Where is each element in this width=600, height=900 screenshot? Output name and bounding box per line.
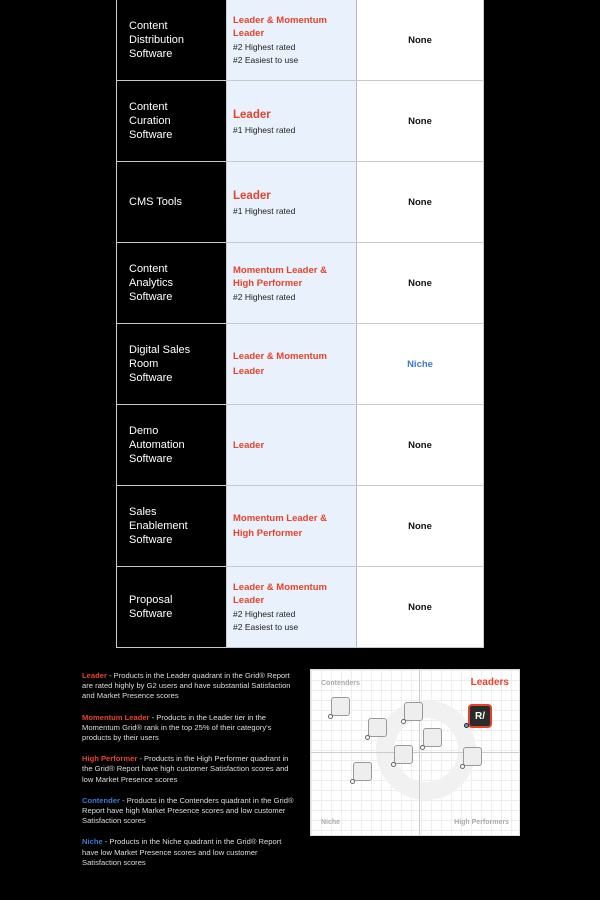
category-name: Proposal Software: [129, 594, 173, 620]
category-name: CMS Tools: [129, 196, 182, 208]
status-value: None: [408, 601, 432, 613]
category-name: Demo Automation Software: [129, 425, 185, 465]
product-logo: R/: [468, 704, 492, 728]
legend: Leader - Products in the Leader quadrant…: [82, 671, 297, 879]
leaders-label: Leaders: [470, 677, 509, 688]
legend-term: Contender: [82, 795, 120, 805]
legend-description: - Products in the Leader quadrant in the…: [82, 671, 291, 701]
rank-text: #2 Easiest to use: [233, 622, 299, 632]
table-row: Digital Sales Room Software Leader & Mom…: [117, 324, 483, 405]
status-value: None: [408, 196, 432, 208]
table-row: Content Curation Software Leader #1 Highe…: [117, 81, 483, 162]
product-marker: [394, 745, 413, 764]
status-value: None: [408, 520, 432, 532]
legend-description: - Products in the Niche quadrant in the …: [82, 837, 282, 867]
legend-item: Niche - Products in the Niche quadrant i…: [82, 837, 297, 868]
badge-label: Leader & Momentum Leader: [233, 351, 327, 377]
badges-table: Content Distribution Software Leader & M…: [116, 0, 484, 648]
badge-label: Momentum Leader & High Performer: [233, 513, 327, 539]
g2-grid-illustration: Contenders Leaders Niche High Performers…: [310, 669, 520, 836]
legend-item: Momentum Leader - Products in the Leader…: [82, 713, 297, 744]
product-marker: [331, 697, 350, 716]
category-name: Content Curation Software: [129, 101, 173, 141]
badge-label: Leader & Momentum Leader: [233, 582, 327, 606]
rank-text: #1 Highest rated: [233, 205, 296, 216]
niche-label: Niche: [321, 819, 341, 826]
high-performers-label: High Performers: [454, 819, 509, 826]
product-marker: [423, 728, 442, 747]
category-name: Content Distribution Software: [129, 20, 185, 60]
legend-term: High Performer: [82, 754, 138, 764]
status-value: Niche: [407, 358, 433, 370]
rank-text: #2 Highest rated: [233, 291, 296, 302]
rank-text: #2 Highest rated: [233, 609, 296, 619]
badge-label: Leader: [233, 439, 265, 451]
legend-item: High Performer - Products in the High Pe…: [82, 754, 297, 785]
legend-term: Leader: [82, 671, 107, 680]
rank-text: #2 Easiest to use: [233, 55, 299, 65]
category-name: Digital Sales Room Software: [129, 344, 191, 384]
category-name: Content Analytics Software: [129, 263, 174, 303]
badge-label: Momentum Leader & High Performer: [233, 264, 327, 289]
product-marker: [463, 747, 482, 766]
table-row: Sales Enablement Software Momentum Leade…: [117, 486, 483, 567]
contenders-label: Contenders: [321, 680, 360, 687]
table-row: Demo Automation Software Leader None: [117, 405, 483, 486]
legend-item: Contender - Products in the Contenders q…: [82, 796, 297, 827]
category-name: Sales Enablement Software: [129, 506, 188, 546]
legend-item: Leader - Products in the Leader quadrant…: [82, 671, 297, 702]
product-marker: [368, 718, 387, 737]
badge-label: Leader: [233, 108, 271, 121]
legend-description: - Products in the Contenders quadrant in…: [82, 795, 294, 826]
legend-term: Momentum Leader: [82, 712, 150, 722]
g2-watermark: [376, 700, 476, 800]
status-value: None: [408, 277, 432, 289]
legend-term: Niche: [82, 837, 103, 847]
table-row: CMS Tools Leader #1 Highest rated None: [117, 162, 483, 243]
status-value: None: [408, 439, 432, 451]
product-marker: [353, 762, 372, 781]
status-value: None: [408, 115, 432, 127]
table-row: Content Analytics Software Momentum Lead…: [117, 243, 483, 324]
badge-label: Leader & Momentum Leader: [233, 15, 327, 39]
product-marker: [404, 702, 423, 721]
table-row: Content Distribution Software Leader & M…: [117, 0, 483, 81]
status-value: None: [408, 34, 432, 46]
legend-description: - Products in the Leader tier in the Mom…: [82, 712, 272, 743]
legend-description: - Products in the High Performer quadran…: [82, 754, 289, 784]
table-row: Proposal Software Leader & Momentum Lead…: [117, 567, 483, 648]
rank-text: #1 Highest rated: [233, 124, 296, 135]
rank-text: #2 Highest rated: [233, 42, 296, 52]
badge-label: Leader: [233, 189, 271, 202]
